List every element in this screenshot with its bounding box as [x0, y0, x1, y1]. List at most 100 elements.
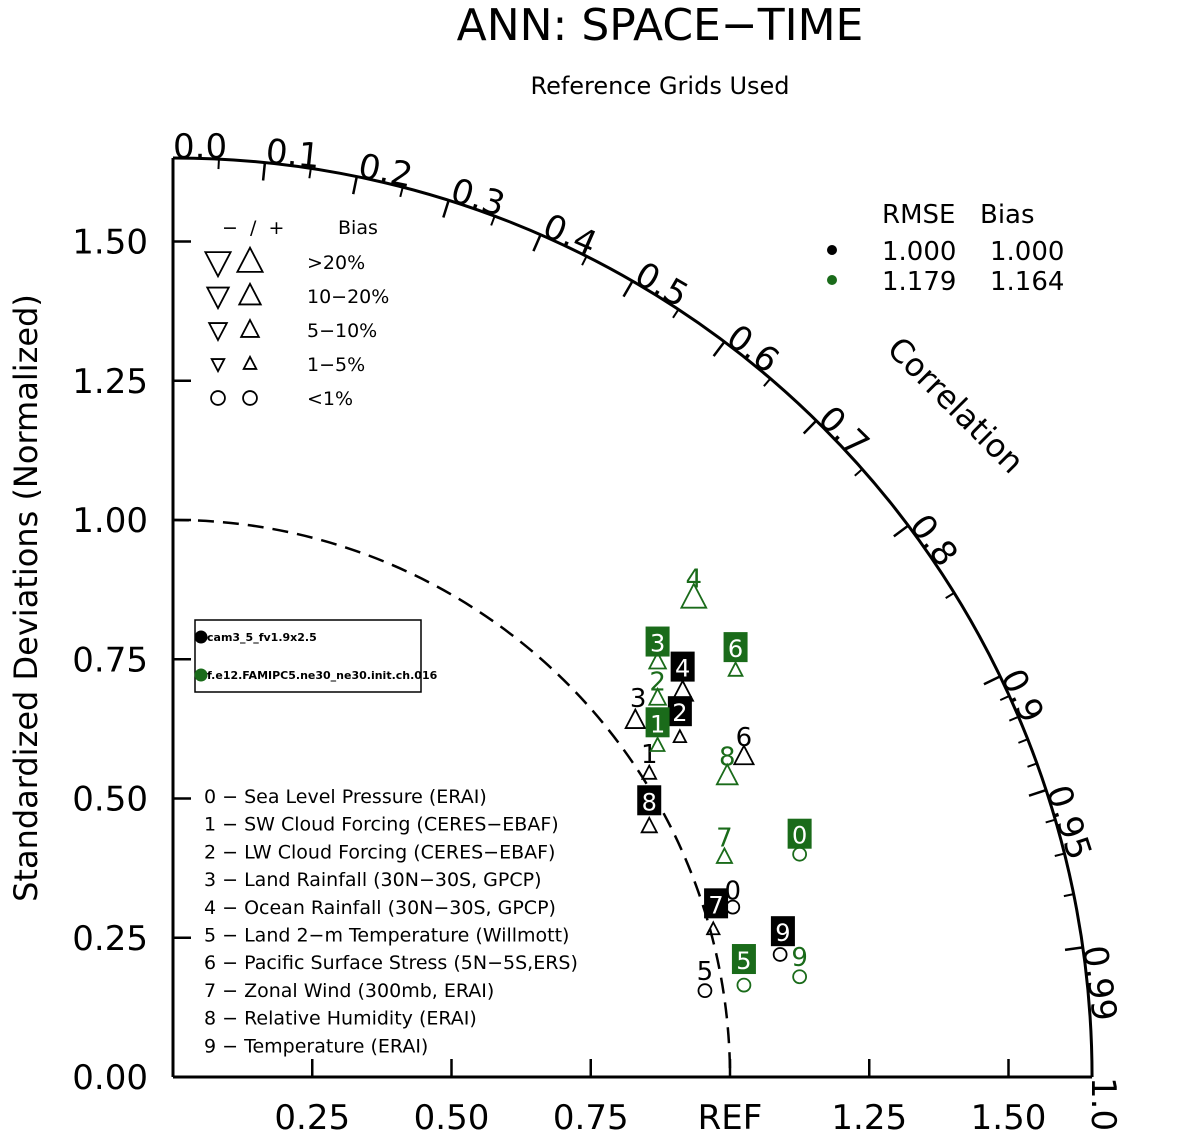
data-point: 7 — [704, 888, 729, 936]
correlation-minor-tick — [763, 377, 772, 387]
stats-dot — [827, 245, 837, 255]
data-point-label: 5 — [697, 957, 714, 987]
variable-legend: 0 − Sea Level Pressure (ERAI) 1 − SW Clou… — [204, 786, 578, 1057]
data-point-label: 7 — [716, 823, 733, 853]
correlation-minor-tick — [1045, 818, 1056, 824]
correlation-major-tick — [1028, 788, 1047, 797]
bias-legend-header-label: Bias — [338, 217, 378, 239]
correlation-major-tick — [712, 341, 726, 357]
data-point-triangle — [670, 679, 695, 702]
data-point-label-box — [645, 626, 670, 657]
variable-legend-item: 4 − Ocean Rainfall (30N−30S, GPCP) — [204, 897, 556, 919]
correlation-tick-label: 0.6 — [719, 317, 786, 381]
chart-title: ANN: SPACE−TIME — [457, 0, 864, 51]
data-point-label: 5 — [736, 947, 751, 975]
correlation-axis-label: Correlation — [880, 329, 1032, 481]
bias-legend-up-symbol — [237, 281, 263, 306]
correlation-major-tick — [1064, 946, 1084, 952]
correlation-major-tick — [893, 524, 909, 538]
correlation-tick-label: 0.2 — [355, 146, 416, 196]
data-point-triangle — [705, 920, 721, 936]
data-point-circle — [792, 969, 808, 985]
bias-legend-up-symbol — [239, 318, 261, 338]
data-point: 6 — [732, 723, 756, 766]
bias-legend-label: 10−20% — [307, 286, 389, 308]
data-point-circle — [736, 977, 752, 993]
variable-legend-item: 3 − Land Rainfall (30N−30S, GPCP) — [204, 869, 542, 891]
variable-legend-item: 7 − Zonal Wind (300mb, ERAI) — [204, 980, 494, 1002]
correlation-major-tick — [622, 280, 634, 298]
stats-header-bias: Bias — [980, 200, 1035, 230]
data-point-label-box — [787, 818, 812, 849]
stats-bias: 1.164 — [990, 267, 1064, 297]
x-tick-label: 0.75 — [553, 1098, 629, 1135]
bias-legend: − / + Bias >20% 10−20% 5−10% 1−5% <1% — [203, 217, 389, 410]
bias-legend-label: 1−5% — [307, 354, 365, 376]
data-point-triangle — [640, 815, 659, 834]
data-point-triangle — [624, 707, 647, 729]
data-point: 5 — [697, 957, 714, 999]
bias-legend-label: >20% — [307, 252, 365, 274]
correlation-minor-tick — [581, 255, 588, 266]
correlation-tick-label: 0.8 — [901, 507, 965, 574]
correlation-tick-label: 0.4 — [537, 206, 603, 264]
bias-legend-label: <1% — [307, 388, 353, 410]
variable-legend-item: 6 − Pacific Surface Stress (5N−5S,ERS) — [204, 952, 578, 974]
stats-dot — [827, 275, 837, 285]
correlation-minor-tick — [672, 308, 680, 319]
case-dot — [194, 630, 208, 644]
data-point-label: 9 — [775, 919, 790, 947]
data-point: 0 — [787, 818, 812, 862]
correlation-tick-label: 0.3 — [446, 171, 510, 225]
bias-legend-circle-symbol — [242, 390, 258, 406]
data-point-label: 0 — [792, 822, 807, 850]
bias-legend-circle-symbol — [210, 390, 226, 406]
data-point-label: 4 — [675, 655, 690, 683]
data-point-label: 8 — [719, 743, 736, 773]
bias-legend-header-symbols: − / + — [222, 217, 284, 239]
data-point-label-box — [704, 888, 729, 919]
data-point-label: 0 — [725, 876, 742, 906]
data-point-label-box — [637, 785, 662, 816]
correlation-tick-label: 1.0 — [1083, 1077, 1123, 1131]
data-point-label-box — [770, 916, 795, 947]
variable-legend-item: 9 − Temperature (ERAI) — [204, 1035, 428, 1057]
correlation-tick-label: 0.1 — [264, 132, 322, 177]
correlation-major-tick — [351, 176, 359, 195]
data-point-triangle — [715, 762, 740, 786]
correlation-minor-tick — [1008, 715, 1019, 722]
data-point-label: 2 — [649, 668, 666, 698]
correlation-minor-tick — [1027, 762, 1038, 768]
bias-legend-down-symbol — [205, 286, 231, 311]
data-point-label: 4 — [686, 564, 703, 594]
correlation-minor-tick — [1063, 893, 1074, 898]
x-axis-ticks: 0.25 0.50 0.75 REF 1.25 1.50 — [274, 1059, 1046, 1135]
correlation-minor-tick — [945, 592, 955, 599]
y-tick-label: 0.00 — [72, 1058, 148, 1098]
stats-rmse: 1.000 — [882, 237, 956, 267]
bias-legend-label: 5−10% — [307, 320, 377, 342]
reference-arc — [172, 518, 732, 1078]
data-point: 9 — [770, 916, 795, 962]
stats-bias: 1.000 — [990, 237, 1064, 267]
data-point-triangle — [649, 735, 666, 752]
data-point-label-box — [723, 632, 748, 663]
correlation-major-tick — [983, 675, 1001, 686]
bias-legend-down-symbol — [207, 322, 229, 342]
case-legend-box — [194, 619, 422, 693]
chart-subtitle: Reference Grids Used — [530, 72, 789, 100]
data-point: 3 — [645, 626, 670, 670]
correlation-major-tick — [261, 162, 267, 181]
bias-legend-up-symbol — [235, 245, 265, 273]
reference-std-arc — [172, 518, 732, 1078]
case-name: f.e12.FAMIPC5.ne30_ne30.init.ch.016 — [207, 669, 438, 682]
correlation-minor-tick — [217, 159, 220, 170]
correlation-minor-tick — [1018, 738, 1029, 744]
stats-rmse: 1.179 — [882, 267, 956, 297]
data-point: 1 — [640, 740, 658, 780]
data-point: 3 — [624, 684, 647, 729]
data-point-label: 6 — [728, 635, 743, 663]
data-point-label: 9 — [791, 943, 808, 973]
data-point-triangle — [672, 728, 688, 743]
